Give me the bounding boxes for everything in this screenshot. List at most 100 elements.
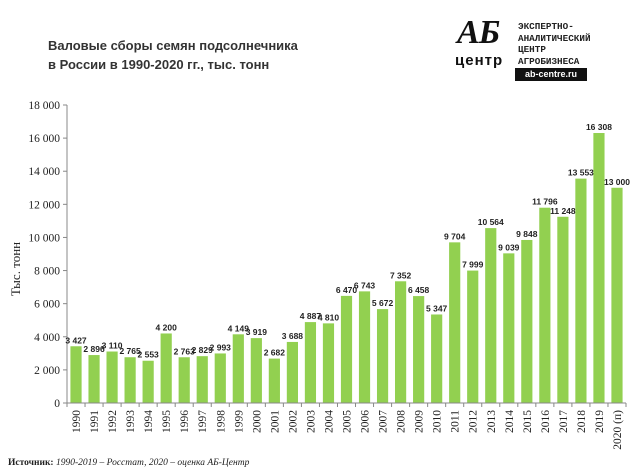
- data-label: 2 993: [210, 342, 232, 352]
- data-label: 2 829: [192, 345, 214, 355]
- x-tick-label: 2001: [269, 410, 281, 433]
- y-tick-label: 6 000: [34, 299, 60, 311]
- bar-1994: [142, 360, 154, 403]
- x-tick-label: 1999: [233, 410, 245, 433]
- data-label: 4 810: [318, 312, 340, 322]
- x-tick-label: 2003: [305, 410, 317, 433]
- y-tick-label: 10 000: [28, 232, 60, 244]
- ab-centre-logo: АБ центр ЭКСПЕРТНО- АНАЛИТИЧЕСКИЙ ЦЕНТР …: [455, 14, 628, 81]
- y-axis: 0 2 000 4 000 6 000 8 000 10 000 12 000 14 000 1…: [28, 100, 68, 410]
- x-tick-label: 2019: [594, 410, 606, 433]
- source-note: Источник: 1990-2019 – Росстат, 2020 – оц…: [8, 458, 249, 468]
- bar-2016: [539, 207, 551, 403]
- x-tick-label: 1994: [143, 410, 155, 433]
- data-label: 13 000: [604, 177, 630, 187]
- data-label: 6 470: [336, 285, 358, 295]
- bar-2009: [413, 296, 425, 403]
- x-tick-label: 1997: [197, 410, 209, 433]
- y-tick-label: 18 000: [28, 100, 60, 112]
- y-tick-label: 14 000: [28, 166, 60, 178]
- data-label: 3 110: [102, 341, 123, 351]
- data-label: 5 347: [426, 303, 448, 313]
- x-tick-label: 1993: [125, 410, 137, 433]
- x-tick-label: 2018: [576, 410, 588, 433]
- logo-text: ЭКСПЕРТНО- АНАЛИТИЧЕСКИЙ ЦЕНТР АГРОБИЗНЕ…: [518, 21, 628, 67]
- x-tick-label: 2006: [360, 410, 372, 433]
- data-label: 9 039: [498, 242, 520, 252]
- bar-2013: [485, 228, 497, 403]
- data-label: 3 688: [282, 331, 304, 341]
- bar-2007: [376, 309, 389, 403]
- logo-url: ab-centre.ru: [515, 68, 588, 81]
- x-tick-label: 2017: [558, 410, 570, 433]
- data-label: 7 352: [390, 270, 412, 280]
- bar-2001: [268, 358, 280, 403]
- logo-mark: АБ центр: [455, 14, 513, 72]
- logo-line: АГРОБИЗНЕСА: [518, 55, 580, 67]
- data-label: 4 200: [156, 322, 178, 332]
- bar-2002: [286, 341, 298, 403]
- data-label: 4 887: [300, 311, 322, 321]
- y-tick-label: 4 000: [34, 332, 60, 344]
- x-tick-label: 1991: [89, 410, 101, 433]
- logo-line: ЦЕНТР: [518, 44, 546, 55]
- logo-line: АНАЛИТИЧЕСКИЙ: [518, 32, 591, 44]
- bar-1992: [106, 351, 118, 403]
- x-tick-label: 1996: [179, 410, 191, 433]
- bar-1998: [214, 353, 226, 403]
- source-text: 1990-2019 – Росстат, 2020 – оценка АБ-Це…: [55, 458, 250, 468]
- data-label: 11 796: [532, 197, 558, 207]
- x-tick-label: 1998: [215, 410, 227, 433]
- x-tick-label: 2014: [504, 410, 516, 433]
- data-label: 11 248: [550, 206, 576, 216]
- logo-mark-ab: АБ: [457, 14, 500, 51]
- data-label: 6 743: [354, 280, 376, 290]
- x-tick-label: 2016: [540, 410, 552, 433]
- bar-1995: [160, 333, 172, 403]
- data-label: 13 553: [568, 168, 594, 178]
- chart-title-line-2: в России в 1990-2020 гг., тыс. тонн: [48, 57, 270, 72]
- data-label: 2 896: [83, 344, 105, 354]
- bar-1993: [124, 357, 136, 403]
- x-tick-label: 1992: [107, 410, 119, 433]
- bar-2006: [358, 291, 371, 403]
- data-label: 2 765: [119, 346, 141, 356]
- bar-2017: [557, 216, 569, 403]
- bar-2004: [322, 323, 335, 403]
- x-tick-label: 2009: [414, 410, 426, 433]
- chart-title: Валовые сборы семян подсолнечника в Росс…: [48, 36, 378, 74]
- y-tick-label: 16 000: [28, 133, 60, 145]
- bar-2020 (п): [611, 187, 623, 403]
- bar-2008: [395, 281, 407, 403]
- x-tick-label: 1995: [161, 410, 173, 433]
- logo-mark-centr: центр: [455, 52, 504, 69]
- y-tick-label: 8 000: [34, 266, 60, 278]
- data-label: 10 564: [478, 217, 504, 227]
- y-axis-label: Тыс. тонн: [8, 242, 23, 296]
- bar-2000: [250, 338, 262, 403]
- source-label: Источник:: [8, 458, 54, 468]
- bar-2014: [503, 253, 515, 403]
- x-tick-label: 1990: [71, 410, 83, 433]
- bar-1999: [232, 334, 244, 403]
- x-tick-label: 2005: [342, 410, 354, 433]
- bar-2018: [575, 178, 587, 403]
- bar-2012: [467, 270, 479, 403]
- x-tick-label: 2000: [251, 410, 263, 433]
- x-tick-label: 2020 (п): [612, 410, 624, 450]
- bar-1991: [88, 355, 100, 403]
- chart-title-line-1: Валовые сборы семян подсолнечника: [48, 38, 298, 53]
- data-label: 5 672: [372, 298, 394, 308]
- data-label: 2 763: [174, 346, 196, 356]
- x-tick-label: 2004: [323, 410, 335, 433]
- x-tick-label: 2011: [450, 410, 462, 433]
- y-tick-label: 2 000: [34, 365, 60, 377]
- x-tick-label: 2002: [287, 410, 299, 433]
- x-tick-label: 2015: [522, 410, 534, 433]
- bar-2003: [304, 322, 317, 403]
- data-label: 4 149: [228, 323, 250, 333]
- bar-2011: [449, 242, 461, 403]
- data-label: 9 848: [516, 229, 538, 239]
